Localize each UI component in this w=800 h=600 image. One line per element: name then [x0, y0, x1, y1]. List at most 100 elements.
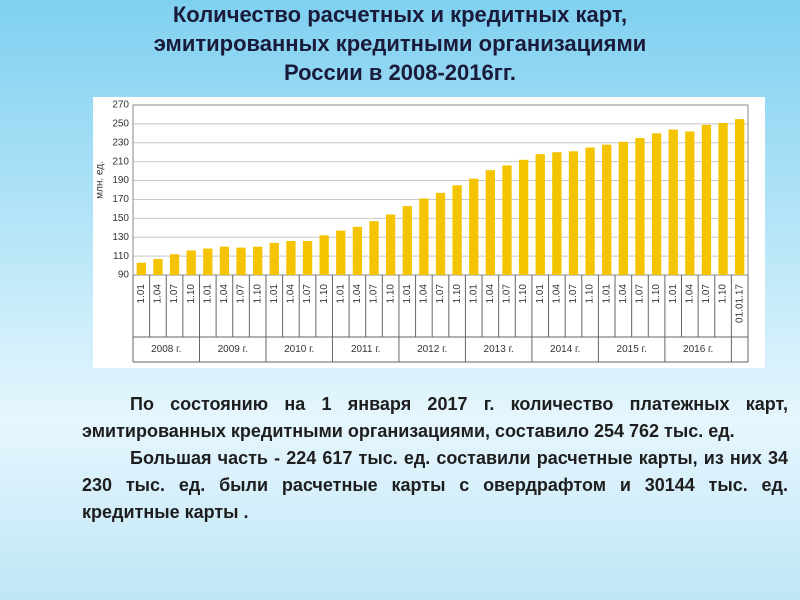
bar: [635, 138, 645, 275]
x-tick-label: 1.07: [502, 284, 513, 304]
year-group-label: 2011 г.: [351, 344, 381, 355]
year-group-label: 2012 г.: [417, 344, 447, 355]
year-group-label: 2015 г.: [617, 344, 647, 355]
bar: [369, 221, 379, 275]
x-tick-label: 1.07: [302, 284, 313, 304]
x-tick-label: 1.07: [169, 284, 180, 304]
bar: [618, 141, 628, 275]
bar: [385, 214, 396, 275]
bar: [302, 241, 313, 275]
bar: [286, 241, 296, 275]
bar: [718, 122, 728, 275]
bar: [552, 152, 562, 275]
y-tick-label: 170: [112, 194, 129, 205]
x-tick-label: 1.04: [419, 284, 430, 304]
x-tick-label: 1.04: [352, 284, 363, 304]
y-tick-label: 110: [113, 251, 129, 262]
title-line: эмитированных кредитными организациями: [153, 31, 647, 56]
bar: [219, 246, 230, 275]
y-tick-label: 230: [112, 137, 129, 148]
year-group-label: 2013 г.: [484, 344, 514, 355]
x-tick-label: 1.01: [402, 284, 413, 304]
bar: [452, 185, 462, 275]
x-tick-label: 1.01: [468, 284, 479, 304]
x-tick-label: 1.01: [535, 284, 546, 304]
x-tick-label: 1.01: [269, 284, 280, 304]
y-tick-label: 130: [112, 232, 129, 243]
paragraph: По состоянию на 1 января 2017 г. количес…: [82, 394, 788, 441]
x-tick-label: 1.10: [452, 284, 463, 304]
bar: [169, 254, 180, 275]
x-tick-label: 1.04: [684, 284, 695, 304]
x-tick-label: 1.07: [568, 284, 579, 304]
bar: [651, 133, 662, 275]
x-tick-label: 1.04: [618, 284, 629, 304]
x-tick-label: 01.01.17: [734, 284, 745, 323]
chart-panel: [93, 97, 765, 368]
x-tick-label: 1.01: [136, 284, 147, 304]
x-tick-label: 1.10: [186, 284, 197, 304]
bar: [236, 247, 246, 275]
y-tick-label: 270: [112, 100, 129, 111]
bar: [735, 119, 745, 276]
x-tick-label: 1.07: [369, 284, 380, 304]
year-group-label: 2008 г.: [151, 344, 181, 355]
bar: [253, 246, 263, 275]
x-tick-label: 1.10: [252, 284, 263, 304]
bar: [602, 144, 612, 275]
y-tick-label: 190: [112, 175, 129, 186]
x-tick-label: 1.01: [668, 284, 679, 304]
body-text: По состоянию на 1 января 2017 г. количес…: [82, 391, 788, 526]
year-group-label: 2009 г.: [218, 344, 248, 355]
x-tick-label: 1.07: [236, 284, 247, 304]
bar: [435, 192, 446, 275]
bar: [685, 131, 695, 275]
x-tick-label: 1.04: [153, 284, 164, 304]
year-group-label: 2014 г.: [550, 344, 580, 355]
bar: [419, 198, 429, 275]
x-tick-label: 1.10: [585, 284, 596, 304]
title-line: России в 2008-2016гг.: [284, 60, 516, 85]
bar: [269, 242, 279, 275]
x-tick-label: 1.10: [385, 284, 396, 304]
x-tick-label: 1.04: [286, 284, 297, 304]
bar: [485, 170, 496, 275]
title: Количество расчетных и кредитных карт, э…: [0, 0, 800, 87]
bar: [585, 147, 595, 275]
x-tick-label: 1.10: [319, 284, 330, 304]
bar: [136, 262, 146, 275]
bar: [502, 165, 512, 275]
x-tick-label: 1.10: [518, 284, 529, 304]
bar: [352, 226, 363, 275]
x-tick-label: 1.01: [601, 284, 612, 304]
year-group-label: 2010 г.: [284, 344, 314, 355]
y-tick-label: 250: [112, 119, 129, 130]
bar: [535, 154, 545, 275]
bar: [336, 230, 346, 275]
x-tick-label: 1.04: [551, 284, 562, 304]
y-tick-label: 210: [112, 156, 129, 167]
x-tick-label: 1.07: [701, 284, 712, 304]
bar: [469, 178, 479, 275]
x-tick-label: 1.07: [635, 284, 646, 304]
title-line: Количество расчетных и кредитных карт,: [172, 2, 628, 27]
x-tick-label: 1.10: [718, 284, 729, 304]
bar: [668, 129, 678, 275]
bar: [568, 151, 579, 275]
paragraph: Большая часть - 224 617 тыс. ед. состави…: [82, 448, 788, 522]
x-tick-label: 1.01: [335, 284, 346, 304]
bar: [319, 235, 329, 275]
y-axis-label: млн. ед.: [95, 161, 106, 199]
x-tick-label: 1.01: [202, 284, 213, 304]
y-tick-label: 150: [112, 213, 129, 224]
x-tick-label: 1.10: [651, 284, 662, 304]
bar: [518, 159, 529, 275]
bar: [203, 248, 213, 275]
x-tick-label: 1.04: [219, 284, 230, 304]
bar: [186, 250, 196, 275]
bar: [153, 258, 163, 275]
x-tick-label: 1.07: [435, 284, 446, 304]
x-tick-label: 1.04: [485, 284, 496, 304]
